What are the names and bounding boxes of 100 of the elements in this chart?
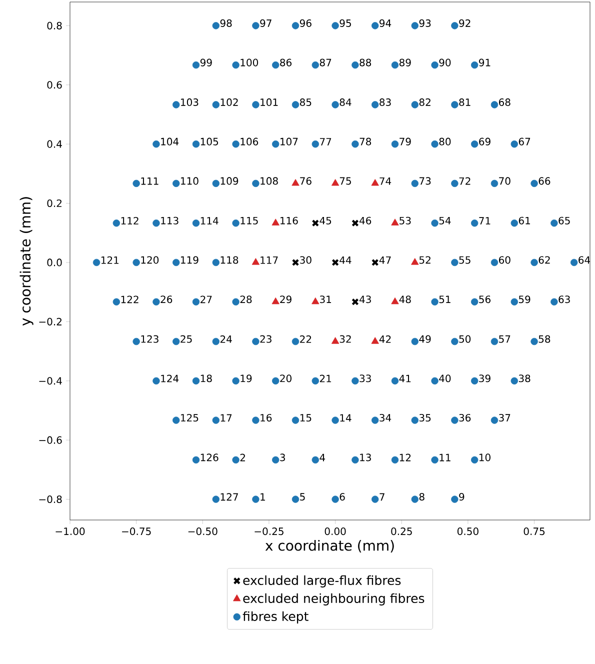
y-tick-label: 0.8 xyxy=(47,22,62,30)
annotation: 20 xyxy=(280,374,292,382)
annotation: 66 xyxy=(538,177,550,185)
annotation: 110 xyxy=(181,177,198,185)
annotation: 18 xyxy=(200,374,212,382)
annotation: 105 xyxy=(200,138,218,146)
point xyxy=(312,297,320,304)
annotation: 122 xyxy=(121,296,138,304)
y-tick-label: 0.4 xyxy=(47,140,62,148)
point xyxy=(272,297,280,304)
x-tick-label: −0.75 xyxy=(122,528,151,536)
annotation: 17 xyxy=(220,414,232,422)
x-tick-label: −0.25 xyxy=(254,528,284,536)
point xyxy=(292,258,300,266)
annotation: 47 xyxy=(379,256,391,264)
legend-label: excluded neighbouring fibres xyxy=(243,593,424,606)
point xyxy=(292,179,300,186)
annotation: 108 xyxy=(260,177,278,185)
annotation: 51 xyxy=(439,296,450,304)
annotation: 6 xyxy=(340,493,345,501)
annotation: 72 xyxy=(459,177,470,185)
annotation: 41 xyxy=(399,374,411,382)
annotation: 4 xyxy=(320,454,326,462)
point xyxy=(391,297,399,304)
annotation: 99 xyxy=(200,58,212,66)
annotation: 22 xyxy=(300,335,312,343)
annotation: 70 xyxy=(499,177,510,185)
point xyxy=(312,219,320,227)
annotation: 64 xyxy=(578,256,590,264)
annotation: 24 xyxy=(220,335,232,343)
annotation: 49 xyxy=(419,335,431,343)
annotation: 100 xyxy=(240,58,258,66)
annotation: 86 xyxy=(280,58,292,66)
annotation: 13 xyxy=(360,454,371,462)
annotation: 106 xyxy=(240,138,258,146)
annotation: 104 xyxy=(161,138,179,146)
annotation: 60 xyxy=(498,256,510,264)
annotation: 54 xyxy=(439,216,451,224)
annotation: 57 xyxy=(499,335,510,343)
annotation: 115 xyxy=(240,216,258,224)
annotation: 63 xyxy=(558,296,570,304)
y-tick-label: 0.6 xyxy=(47,81,62,89)
annotation: 82 xyxy=(419,98,430,106)
annotation: 65 xyxy=(558,216,570,224)
annotation: 113 xyxy=(161,216,178,224)
annotation: 89 xyxy=(399,58,411,66)
annotation: 50 xyxy=(459,335,471,343)
annotation: 88 xyxy=(360,58,372,66)
annotation: 124 xyxy=(161,374,179,382)
annotation: 1 xyxy=(260,493,265,501)
annotation: 112 xyxy=(121,216,138,224)
annotation: 35 xyxy=(419,414,431,422)
annotation: 23 xyxy=(260,335,272,343)
annotation: 97 xyxy=(260,19,272,27)
annotation: 12 xyxy=(400,454,411,462)
annotation: 77 xyxy=(320,138,332,146)
point xyxy=(252,258,260,265)
annotation: 117 xyxy=(260,256,278,264)
annotation: 43 xyxy=(359,296,371,304)
annotation: 125 xyxy=(181,414,198,422)
annotation: 80 xyxy=(439,138,451,146)
annotation: 9 xyxy=(459,493,464,501)
annotation: 2 xyxy=(240,454,245,462)
annotation: 53 xyxy=(400,216,411,224)
annotation: 10 xyxy=(479,454,490,462)
annotation: 27 xyxy=(200,296,212,304)
annotation: 111 xyxy=(141,177,158,185)
annotation: 93 xyxy=(419,19,431,27)
annotation: 96 xyxy=(300,19,312,27)
annotation: 84 xyxy=(340,98,352,106)
annotation: 126 xyxy=(200,454,218,462)
legend-label: fibres kept xyxy=(242,611,308,624)
annotation: 25 xyxy=(180,335,192,343)
annotation: 91 xyxy=(479,58,490,66)
annotation: 120 xyxy=(141,256,159,264)
annotation: 46 xyxy=(359,216,372,224)
y-tick-label: 0.2 xyxy=(47,199,62,208)
annotation: 74 xyxy=(380,177,392,185)
point xyxy=(411,258,419,265)
annotation: 29 xyxy=(280,296,292,304)
annotation: 55 xyxy=(459,256,470,264)
annotation: 45 xyxy=(320,216,332,224)
point xyxy=(371,179,379,186)
annotation: 121 xyxy=(101,256,118,264)
annotation: 58 xyxy=(538,335,550,343)
annotation: 21 xyxy=(320,374,332,382)
annotation: 85 xyxy=(300,98,312,106)
annotation: 19 xyxy=(240,374,252,382)
point xyxy=(331,179,340,186)
annotation: 62 xyxy=(538,256,550,264)
annotation: 95 xyxy=(340,19,351,27)
annotation: 3 xyxy=(280,454,285,462)
point xyxy=(332,258,339,266)
annotation: 119 xyxy=(181,256,198,264)
annotation: 116 xyxy=(280,216,298,224)
point xyxy=(331,337,340,344)
annotation: 127 xyxy=(220,493,238,501)
annotation: 31 xyxy=(320,296,332,304)
annotation: 15 xyxy=(300,414,312,422)
annotation: 5 xyxy=(300,493,305,501)
